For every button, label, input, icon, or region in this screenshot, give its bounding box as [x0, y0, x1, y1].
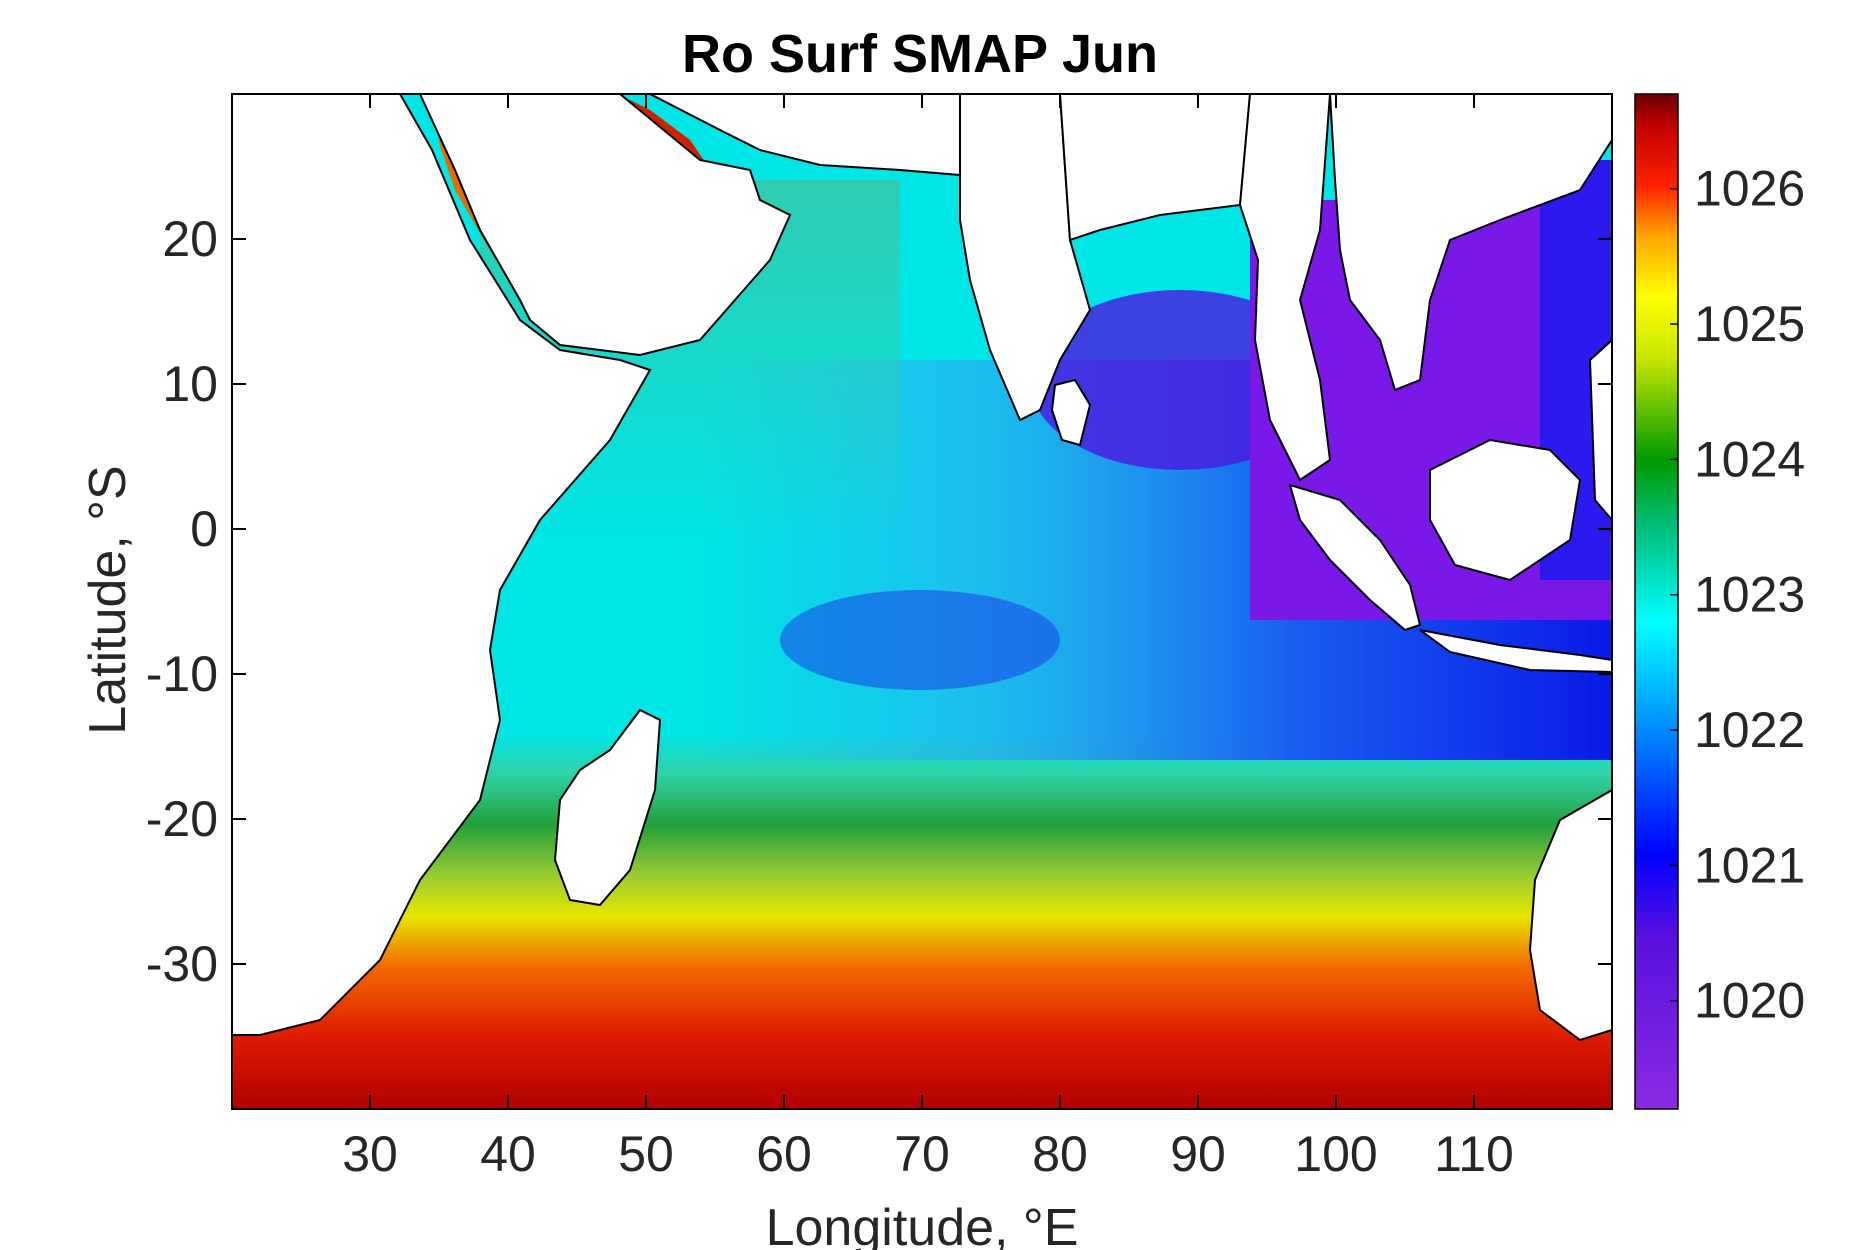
- land-sri-lanka: [1050, 378, 1092, 447]
- y-tick-label: -10: [146, 646, 218, 702]
- ocean-central-low: [780, 590, 1060, 690]
- x-tick-label: 40: [480, 1126, 536, 1182]
- y-tick-label: 0: [190, 501, 218, 557]
- chart-title: Ro Surf SMAP Jun: [682, 24, 1158, 84]
- land-java: [1419, 629, 1612, 674]
- land-africa: [232, 94, 652, 1036]
- land-madagascar: [553, 708, 662, 907]
- land-myanmar-peninsula: [1238, 94, 1332, 482]
- y-axis: -30 -20 -10 0 10 20: [146, 211, 1612, 992]
- y-tick-label: -20: [146, 791, 218, 847]
- colorbar-ticks: 1020 1021 1022 1023 1024 1025 1026: [1670, 161, 1805, 1029]
- colorbar-tick-label: 1021: [1694, 837, 1805, 893]
- land-australia: [1528, 788, 1612, 1042]
- land-india-east: [1058, 94, 1252, 242]
- colorbar-tick-label: 1022: [1694, 702, 1805, 758]
- x-tick-label: 100: [1294, 1126, 1377, 1182]
- y-axis-label: Latitude, °S: [79, 465, 137, 734]
- land-arabia: [418, 94, 792, 357]
- colorbar-tick-label: 1024: [1694, 431, 1805, 487]
- x-tick-label: 30: [342, 1126, 398, 1182]
- colorbar-tick-label: 1025: [1694, 296, 1805, 352]
- y-tick-label: -30: [146, 936, 218, 992]
- colorbar-tick-label: 1026: [1694, 161, 1805, 217]
- x-tick-label: 110: [1434, 1126, 1514, 1182]
- land-masses: [232, 94, 1612, 1042]
- x-axis-label: Longitude, °E: [766, 1199, 1079, 1250]
- land-indochina: [1328, 94, 1612, 392]
- colorbar-tick-label: 1023: [1694, 567, 1805, 623]
- x-tick-label: 70: [894, 1126, 950, 1182]
- colorbar: 1020 1021 1022 1023 1024 1025 1026: [1634, 93, 1805, 1110]
- land-borneo: [1429, 438, 1582, 582]
- plot-area: [232, 94, 1612, 1109]
- x-tick-label: 60: [756, 1126, 812, 1182]
- colorbar-tick-label: 1020: [1694, 973, 1805, 1029]
- x-tick-label: 50: [618, 1126, 674, 1182]
- x-tick-label: 80: [1032, 1126, 1088, 1182]
- land-sumatra: [1288, 483, 1422, 632]
- colorbar-gradient: [1634, 93, 1679, 1110]
- y-tick-label: 20: [162, 211, 218, 267]
- y-tick-label: 10: [162, 356, 218, 412]
- x-tick-label: 90: [1170, 1126, 1226, 1182]
- x-axis: 30 40 50 60 70 80 90 100 110: [342, 94, 1514, 1182]
